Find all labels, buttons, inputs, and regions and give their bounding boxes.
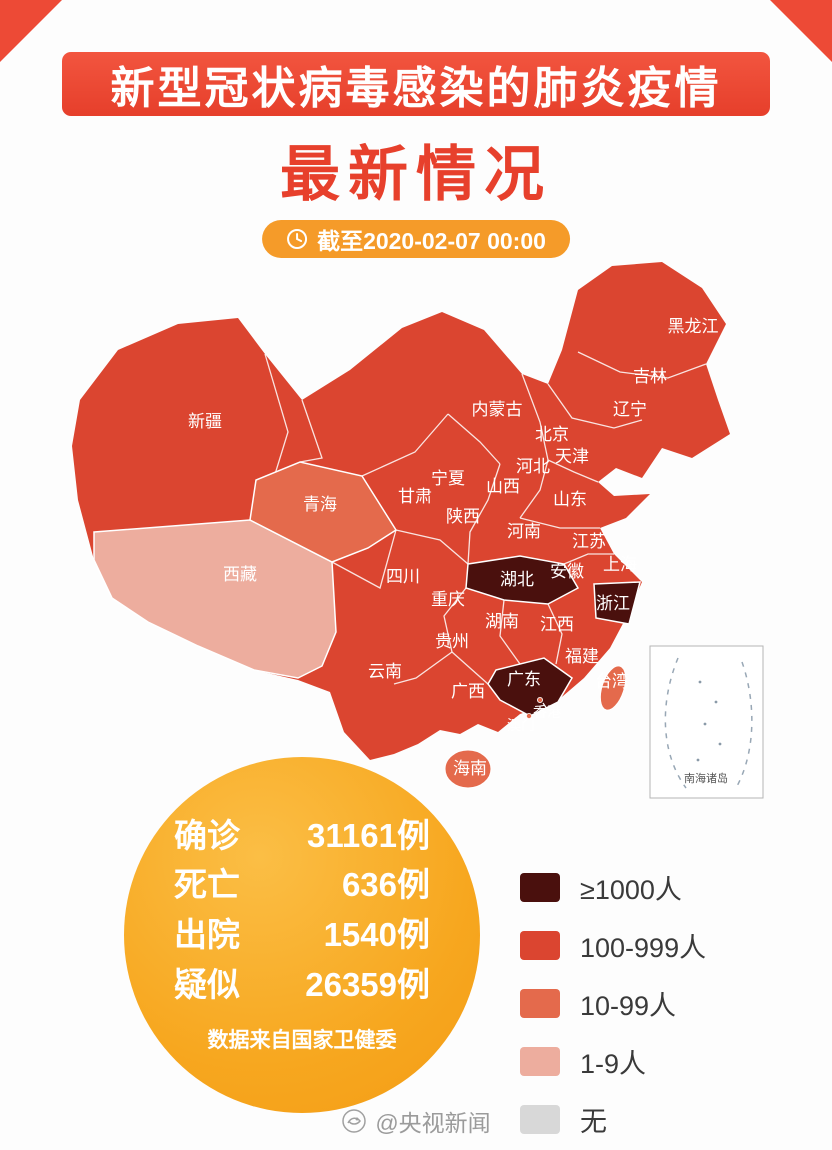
province-label-香港: 香港 bbox=[533, 704, 561, 720]
province-label-吉林: 吉林 bbox=[633, 367, 667, 386]
stat-value: 26359例 bbox=[305, 965, 430, 1003]
watermark: @央视新闻 bbox=[0, 1104, 832, 1138]
page-title: 新型冠状病毒感染的肺炎疫情 bbox=[110, 64, 722, 113]
province-label-宁夏: 宁夏 bbox=[431, 469, 465, 488]
stat-label: 疑似 bbox=[174, 965, 240, 1003]
stat-row-出院: 出院 1540例 bbox=[174, 915, 430, 955]
province-label-贵州: 贵州 bbox=[435, 632, 469, 651]
province-label-黑龙江: 黑龙江 bbox=[668, 317, 719, 336]
province-label-福建: 福建 bbox=[565, 647, 599, 666]
stat-label: 死亡 bbox=[174, 866, 240, 904]
province-label-安徽: 安徽 bbox=[550, 562, 584, 581]
province-borders bbox=[249, 351, 707, 685]
legend: ≥1000人 100-999人 10-99人 1-9人无 bbox=[520, 868, 706, 1139]
province-region-guangdong bbox=[487, 657, 573, 717]
province-label-山西: 山西 bbox=[486, 477, 520, 496]
legend-label: 100-999人 bbox=[580, 933, 707, 963]
province-label-四川: 四川 bbox=[386, 567, 420, 586]
legend-swatch bbox=[520, 1047, 560, 1076]
legend-swatch bbox=[520, 873, 560, 902]
legend-row: 无 bbox=[520, 1100, 706, 1139]
stats-circle: 确诊 31161例死亡 636例出院 1540例疑似 26359例 数据来自国家卫健委 bbox=[124, 757, 480, 1113]
province-label-河北: 河北 bbox=[516, 457, 550, 476]
hk-macau-markers bbox=[522, 696, 548, 724]
province-label-重庆: 重庆 bbox=[431, 590, 465, 609]
legend-row: ≥1000人 bbox=[520, 868, 706, 907]
province-label-内蒙古: 内蒙古 bbox=[472, 400, 523, 419]
province-label-陕西: 陕西 bbox=[446, 507, 480, 526]
legend-swatch bbox=[520, 989, 560, 1018]
timestamp-text: 截至2020-02-07 00:00 bbox=[317, 228, 546, 254]
stat-row-疑似: 疑似 26359例 bbox=[174, 965, 430, 1005]
south-china-sea-inset: 南海诸岛 bbox=[649, 645, 764, 799]
legend-label: 10-99人 bbox=[580, 991, 677, 1021]
legend-swatch bbox=[520, 1105, 560, 1134]
province-label-新疆: 新疆 bbox=[188, 412, 222, 431]
province-label-北京: 北京 bbox=[535, 425, 569, 444]
legend-row: 1-9人 bbox=[520, 1042, 706, 1081]
province-region-taiwan bbox=[599, 665, 627, 711]
province-region-hainan bbox=[444, 749, 492, 789]
province-label-江苏: 江苏 bbox=[572, 532, 606, 551]
province-label-甘肃: 甘肃 bbox=[398, 487, 432, 506]
province-label-湖南: 湖南 bbox=[485, 612, 519, 631]
legend-label: 1-9人 bbox=[580, 1049, 647, 1079]
province-region-qinghai bbox=[249, 461, 398, 563]
province-label-河南: 河南 bbox=[507, 522, 541, 541]
province-label-山东: 山东 bbox=[553, 490, 587, 509]
legend-label: 无 bbox=[580, 1107, 607, 1137]
stat-row-确诊: 确诊 31161例 bbox=[174, 816, 430, 856]
province-label-辽宁: 辽宁 bbox=[613, 400, 647, 419]
legend-swatch bbox=[520, 931, 560, 960]
province-label-天津: 天津 bbox=[555, 447, 589, 466]
stat-label: 出院 bbox=[174, 916, 240, 953]
page-subtitle: 最新情况 bbox=[280, 141, 552, 208]
province-label-海南: 海南 bbox=[453, 759, 487, 778]
legend-label: ≥1000人 bbox=[580, 875, 682, 905]
province-label-江西: 江西 bbox=[540, 615, 574, 634]
corner-ribbon-right bbox=[770, 0, 832, 62]
province-label-云南: 云南 bbox=[368, 662, 402, 681]
cctv-news-logo-icon bbox=[342, 1109, 367, 1133]
stats-rows: 确诊 31161例死亡 636例出院 1540例疑似 26359例 bbox=[174, 816, 430, 1004]
stat-label: 确诊 bbox=[174, 816, 240, 854]
inset-label: 南海诸岛 bbox=[684, 771, 728, 785]
stat-value: 31161例 bbox=[307, 816, 430, 854]
mainland-shape bbox=[72, 262, 730, 760]
legend-row: 100-999人 bbox=[520, 926, 706, 965]
stat-value: 1540例 bbox=[323, 916, 430, 953]
timestamp-pill: 截至2020-02-07 00:00 bbox=[262, 220, 570, 258]
province-label-台湾: 台湾 bbox=[595, 672, 629, 691]
province-label-湖北: 湖北 bbox=[500, 570, 534, 589]
legend-row: 10-99人 bbox=[520, 984, 706, 1023]
clock-icon bbox=[287, 229, 308, 249]
province-label-上海: 上海 bbox=[603, 555, 637, 574]
stats-source: 数据来自国家卫健委 bbox=[207, 1029, 397, 1053]
title-banner: 新型冠状病毒感染的肺炎疫情 bbox=[62, 52, 770, 116]
province-label-澳门: 澳门 bbox=[507, 717, 535, 733]
corner-ribbon-left bbox=[0, 0, 62, 62]
province-label-青海: 青海 bbox=[303, 495, 337, 514]
province-region-zhejiang bbox=[593, 581, 641, 625]
province-region-hubei bbox=[465, 555, 580, 605]
stat-row-死亡: 死亡 636例 bbox=[174, 865, 430, 905]
province-label-广东: 广东 bbox=[507, 670, 541, 689]
province-label-广西: 广西 bbox=[451, 682, 485, 701]
watermark-text: @央视新闻 bbox=[375, 1110, 491, 1136]
china-map: 南海诸岛 新疆 内蒙古 黑龙江吉林辽宁北京天津 河北 山西山东 宁夏 甘肃 青海陕西河南江苏上… bbox=[0, 232, 832, 812]
province-label-浙江: 浙江 bbox=[596, 594, 630, 613]
province-label-西藏: 西藏 bbox=[223, 565, 257, 584]
stat-value: 636例 bbox=[341, 866, 430, 904]
